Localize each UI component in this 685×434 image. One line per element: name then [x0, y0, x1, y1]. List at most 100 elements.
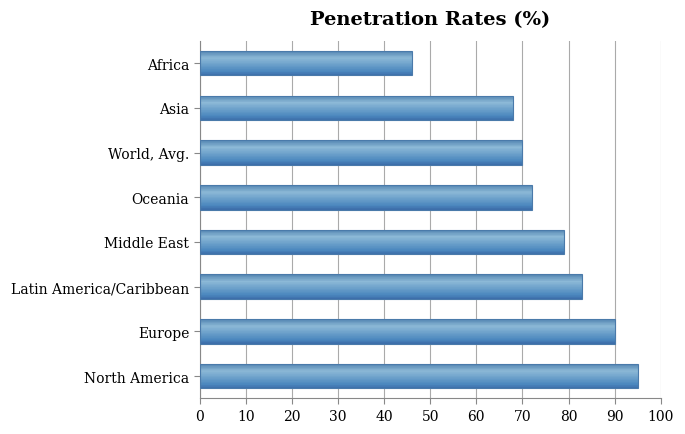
Bar — [200, 190, 532, 191]
Bar — [200, 147, 523, 148]
Bar — [200, 335, 614, 336]
Bar — [200, 187, 532, 188]
Bar — [200, 386, 638, 387]
Bar — [200, 297, 582, 298]
Bar — [200, 201, 532, 202]
Bar — [200, 163, 523, 164]
Bar — [200, 143, 523, 144]
Bar — [200, 99, 513, 100]
Bar — [200, 248, 564, 249]
Bar — [200, 192, 532, 193]
Bar — [200, 370, 638, 371]
Bar — [200, 101, 513, 102]
Bar — [200, 383, 638, 384]
Bar — [200, 334, 614, 335]
Bar — [200, 238, 564, 239]
Bar — [200, 342, 614, 343]
Bar — [200, 381, 638, 382]
Bar — [200, 243, 564, 244]
Bar — [200, 298, 582, 299]
Bar — [200, 294, 582, 295]
Bar — [200, 54, 412, 55]
Bar — [200, 290, 582, 291]
Bar — [200, 277, 582, 278]
Bar — [200, 109, 513, 110]
Bar — [200, 153, 523, 154]
Bar — [200, 106, 513, 107]
Bar — [200, 239, 564, 240]
Bar — [200, 116, 513, 117]
Bar — [200, 275, 582, 299]
Bar — [200, 100, 513, 101]
Bar — [200, 67, 412, 68]
Bar — [200, 250, 564, 251]
Bar — [200, 113, 513, 114]
Bar — [200, 119, 513, 120]
Bar — [200, 387, 638, 388]
Bar — [200, 145, 523, 146]
Bar — [200, 156, 523, 157]
Bar — [200, 144, 523, 145]
Bar — [200, 283, 582, 284]
Bar — [200, 244, 564, 245]
Bar — [200, 146, 523, 147]
Bar — [200, 320, 614, 321]
Bar — [200, 330, 614, 331]
Bar — [200, 66, 412, 67]
Bar — [200, 149, 523, 150]
Bar — [200, 112, 513, 113]
Bar — [200, 71, 412, 72]
Bar — [200, 246, 564, 247]
Bar — [200, 280, 582, 281]
Bar — [200, 237, 564, 238]
Bar — [200, 232, 564, 233]
Bar — [200, 164, 523, 165]
Bar — [200, 241, 564, 242]
Bar — [200, 152, 523, 153]
Bar — [200, 56, 412, 57]
Bar — [200, 242, 564, 243]
Bar — [200, 120, 513, 121]
Bar — [200, 279, 582, 280]
Bar — [200, 55, 412, 56]
Bar — [200, 339, 614, 340]
Bar — [200, 110, 513, 111]
Bar — [200, 186, 532, 210]
Bar — [200, 325, 614, 326]
Bar — [200, 209, 532, 210]
Bar — [200, 295, 582, 296]
Bar — [200, 199, 532, 200]
Bar — [200, 230, 564, 255]
Bar — [200, 332, 614, 333]
Bar — [200, 293, 582, 294]
Bar — [200, 57, 412, 58]
Bar — [200, 148, 523, 149]
Bar — [200, 365, 638, 366]
Bar — [200, 285, 582, 286]
Bar — [200, 194, 532, 195]
Bar — [200, 369, 638, 370]
Bar — [200, 69, 412, 70]
Bar — [200, 161, 523, 162]
Bar — [200, 372, 638, 373]
Bar — [200, 377, 638, 378]
Bar — [200, 155, 523, 156]
Bar — [200, 111, 513, 112]
Bar — [200, 204, 532, 205]
Bar — [200, 207, 532, 208]
Bar — [200, 150, 523, 151]
Bar — [200, 247, 564, 248]
Bar — [200, 202, 532, 203]
Bar — [200, 235, 564, 236]
Bar — [200, 291, 582, 292]
Bar — [200, 102, 513, 103]
Bar — [200, 371, 638, 372]
Bar — [200, 378, 638, 379]
Bar — [200, 205, 532, 206]
Bar — [200, 160, 523, 161]
Bar — [200, 208, 532, 209]
Bar — [200, 337, 614, 338]
Bar — [200, 284, 582, 285]
Bar — [200, 384, 638, 385]
Bar — [200, 287, 582, 288]
